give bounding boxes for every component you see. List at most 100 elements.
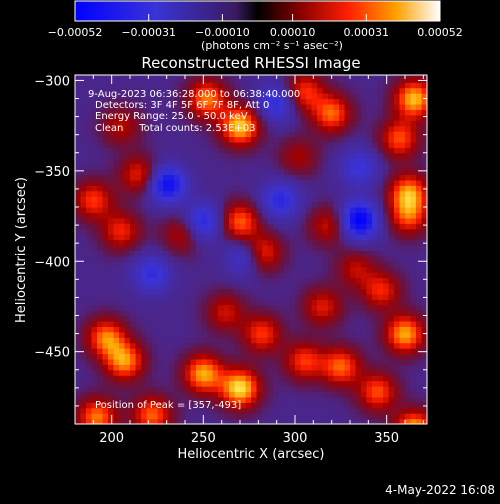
heatmap-cell bbox=[163, 261, 170, 268]
heatmap-cell bbox=[416, 407, 423, 414]
x-tick-label: 300 bbox=[283, 431, 308, 446]
heatmap-cell bbox=[421, 147, 427, 154]
heatmap-cell bbox=[196, 337, 203, 344]
heatmap-cell bbox=[322, 407, 329, 414]
heatmap-cell bbox=[383, 380, 390, 387]
heatmap-cell bbox=[388, 174, 395, 181]
heatmap-cell bbox=[234, 413, 241, 420]
heatmap-cell bbox=[245, 348, 252, 355]
heatmap-cell bbox=[399, 369, 406, 376]
heatmap-cell bbox=[168, 250, 175, 257]
heatmap-cell bbox=[256, 304, 263, 311]
heatmap-cell bbox=[146, 87, 153, 94]
heatmap-cell bbox=[267, 76, 274, 83]
heatmap-cell bbox=[102, 364, 109, 371]
heatmap-cell bbox=[350, 293, 357, 300]
heatmap-cell bbox=[295, 369, 302, 376]
heatmap-cell bbox=[212, 244, 219, 251]
heatmap-cell bbox=[97, 282, 104, 289]
heatmap-cell bbox=[355, 353, 362, 360]
heatmap-cell bbox=[416, 131, 423, 138]
heatmap-cell bbox=[141, 337, 148, 344]
heatmap-cell bbox=[108, 255, 115, 262]
heatmap-cell bbox=[306, 174, 313, 181]
heatmap-cell bbox=[91, 212, 98, 219]
heatmap-cell bbox=[196, 136, 203, 143]
heatmap-cell bbox=[273, 98, 280, 105]
heatmap-cell bbox=[344, 358, 351, 365]
heatmap-cell bbox=[311, 342, 318, 349]
heatmap-cell bbox=[416, 125, 423, 132]
heatmap-cell bbox=[218, 391, 225, 398]
heatmap-cell bbox=[245, 163, 252, 170]
heatmap-cell bbox=[267, 179, 274, 186]
heatmap-cell bbox=[339, 364, 346, 371]
heatmap-cell bbox=[350, 277, 357, 284]
heatmap-cell bbox=[421, 282, 427, 289]
heatmap-cell bbox=[399, 98, 406, 105]
heatmap-cell bbox=[229, 320, 236, 327]
heatmap-cell bbox=[421, 98, 427, 105]
heatmap-cell bbox=[410, 418, 417, 424]
heatmap-cell bbox=[256, 391, 263, 398]
heatmap-cell bbox=[113, 266, 120, 273]
heatmap-cell bbox=[273, 114, 280, 121]
heatmap-cell bbox=[251, 174, 258, 181]
heatmap-cell bbox=[405, 174, 412, 181]
heatmap-cell bbox=[399, 348, 406, 355]
heatmap-cell bbox=[163, 326, 170, 333]
heatmap-cell bbox=[306, 87, 313, 94]
heatmap-cell bbox=[366, 310, 373, 317]
heatmap-cell bbox=[284, 223, 291, 230]
heatmap-cell bbox=[207, 141, 214, 148]
heatmap-cell bbox=[113, 217, 120, 224]
heatmap-cell bbox=[86, 131, 93, 138]
heatmap-cell bbox=[146, 152, 153, 159]
heatmap-cell bbox=[113, 163, 120, 170]
heatmap-cell bbox=[201, 163, 208, 170]
heatmap-cell bbox=[361, 266, 368, 273]
heatmap-cell bbox=[130, 87, 137, 94]
heatmap-cell bbox=[256, 201, 263, 208]
heatmap-cell bbox=[251, 266, 258, 273]
heatmap-cell bbox=[410, 87, 417, 94]
heatmap-cell bbox=[75, 266, 82, 273]
heatmap-cell bbox=[333, 212, 340, 219]
heatmap-cell bbox=[355, 320, 362, 327]
heatmap-cell bbox=[113, 207, 120, 214]
heatmap-cell bbox=[102, 407, 109, 414]
heatmap-cell bbox=[91, 228, 98, 235]
heatmap-cell bbox=[284, 217, 291, 224]
heatmap-cell bbox=[267, 299, 274, 306]
heatmap-cell bbox=[333, 342, 340, 349]
heatmap-cell bbox=[421, 136, 427, 143]
heatmap-cell bbox=[322, 158, 329, 165]
heatmap-cell bbox=[124, 364, 131, 371]
heatmap-cell bbox=[405, 109, 412, 116]
heatmap-cell bbox=[256, 131, 263, 138]
heatmap-cell bbox=[366, 125, 373, 132]
heatmap-cell bbox=[322, 76, 329, 83]
heatmap-cell bbox=[366, 396, 373, 403]
heatmap-cell bbox=[163, 358, 170, 365]
heatmap-cell bbox=[278, 326, 285, 333]
heatmap-cell bbox=[163, 396, 170, 403]
heatmap-cell bbox=[212, 348, 219, 355]
heatmap-cell bbox=[174, 179, 181, 186]
heatmap-cell bbox=[97, 185, 104, 192]
heatmap-cell bbox=[421, 87, 427, 94]
heatmap-cell bbox=[251, 228, 258, 235]
heatmap-cell bbox=[278, 179, 285, 186]
heatmap-cell bbox=[190, 163, 197, 170]
heatmap-cell bbox=[355, 261, 362, 268]
heatmap-cell bbox=[267, 413, 274, 420]
heatmap-cell bbox=[234, 136, 241, 143]
heatmap-cell bbox=[372, 228, 379, 235]
heatmap-cell bbox=[91, 337, 98, 344]
heatmap-cell bbox=[405, 326, 412, 333]
heatmap-cell bbox=[146, 196, 153, 203]
heatmap-cell bbox=[333, 158, 340, 165]
heatmap-cell bbox=[130, 228, 137, 235]
heatmap-cell bbox=[317, 348, 324, 355]
heatmap-cell bbox=[146, 413, 153, 420]
